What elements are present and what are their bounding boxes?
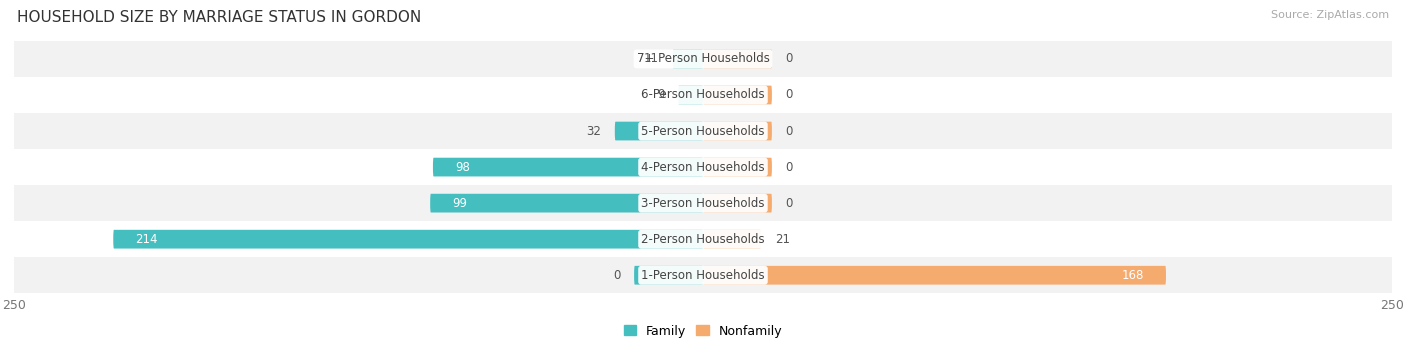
FancyBboxPatch shape bbox=[703, 86, 772, 104]
Text: 214: 214 bbox=[135, 233, 157, 246]
Text: 0: 0 bbox=[786, 124, 793, 137]
Bar bbox=[14, 41, 1392, 77]
Text: 0: 0 bbox=[613, 269, 620, 282]
Text: 3-Person Households: 3-Person Households bbox=[641, 197, 765, 210]
Text: 0: 0 bbox=[786, 89, 793, 102]
Text: 9: 9 bbox=[657, 89, 665, 102]
Bar bbox=[14, 149, 1392, 185]
FancyBboxPatch shape bbox=[703, 122, 772, 140]
Text: 99: 99 bbox=[453, 197, 467, 210]
FancyBboxPatch shape bbox=[634, 266, 703, 285]
Bar bbox=[14, 113, 1392, 149]
FancyBboxPatch shape bbox=[678, 86, 703, 104]
FancyBboxPatch shape bbox=[703, 266, 1166, 285]
Text: 11: 11 bbox=[644, 53, 659, 65]
Text: 98: 98 bbox=[456, 161, 470, 174]
FancyBboxPatch shape bbox=[433, 158, 703, 176]
Text: 0: 0 bbox=[786, 161, 793, 174]
Text: 6-Person Households: 6-Person Households bbox=[641, 89, 765, 102]
FancyBboxPatch shape bbox=[703, 194, 772, 212]
Text: 2-Person Households: 2-Person Households bbox=[641, 233, 765, 246]
Text: 21: 21 bbox=[775, 233, 790, 246]
Text: 32: 32 bbox=[586, 124, 600, 137]
Bar bbox=[14, 185, 1392, 221]
Text: HOUSEHOLD SIZE BY MARRIAGE STATUS IN GORDON: HOUSEHOLD SIZE BY MARRIAGE STATUS IN GOR… bbox=[17, 10, 422, 25]
FancyBboxPatch shape bbox=[430, 194, 703, 212]
FancyBboxPatch shape bbox=[672, 49, 703, 68]
Text: 5-Person Households: 5-Person Households bbox=[641, 124, 765, 137]
Text: 7+ Person Households: 7+ Person Households bbox=[637, 53, 769, 65]
Legend: Family, Nonfamily: Family, Nonfamily bbox=[619, 320, 787, 341]
Text: 0: 0 bbox=[786, 53, 793, 65]
Bar bbox=[14, 257, 1392, 293]
Text: 168: 168 bbox=[1122, 269, 1144, 282]
FancyBboxPatch shape bbox=[703, 230, 761, 249]
Text: 1-Person Households: 1-Person Households bbox=[641, 269, 765, 282]
FancyBboxPatch shape bbox=[703, 49, 772, 68]
Bar bbox=[14, 221, 1392, 257]
FancyBboxPatch shape bbox=[614, 122, 703, 140]
Bar bbox=[14, 77, 1392, 113]
FancyBboxPatch shape bbox=[703, 158, 772, 176]
FancyBboxPatch shape bbox=[114, 230, 703, 249]
Text: Source: ZipAtlas.com: Source: ZipAtlas.com bbox=[1271, 10, 1389, 20]
Text: 0: 0 bbox=[786, 197, 793, 210]
Text: 4-Person Households: 4-Person Households bbox=[641, 161, 765, 174]
